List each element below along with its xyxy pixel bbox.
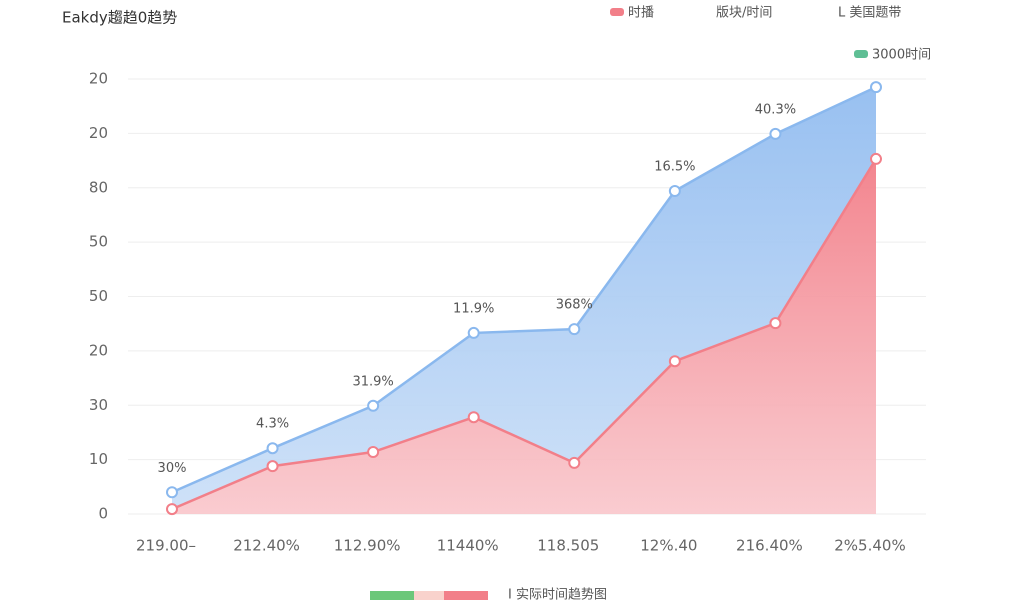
legend-label: 时播 bbox=[628, 6, 654, 21]
point bbox=[166, 486, 178, 499]
legend-swatch bbox=[370, 591, 414, 600]
annotation: 4.3% bbox=[256, 417, 289, 432]
x-tick-label: 219.00– bbox=[136, 537, 196, 555]
area bbox=[172, 87, 876, 510]
annotation: 11.9% bbox=[453, 301, 494, 316]
annotation: 16.5% bbox=[654, 160, 695, 175]
point bbox=[668, 185, 681, 198]
point bbox=[870, 152, 882, 165]
annotation: 31.9% bbox=[352, 374, 393, 389]
header-text: 版块/时间 bbox=[716, 6, 772, 21]
chart-title: Eakdy趨趋0趋势 bbox=[62, 9, 177, 27]
legend-label: I 实际时间趋势图 bbox=[508, 587, 607, 600]
point bbox=[870, 81, 882, 94]
y-tick-label: 20 bbox=[89, 341, 108, 359]
line bbox=[171, 86, 877, 494]
point bbox=[769, 127, 782, 140]
header-text: L 美国题带 bbox=[838, 6, 901, 21]
x-tick-label: 216.40% bbox=[736, 537, 803, 555]
annotation: 30% bbox=[158, 461, 187, 476]
annotation: 40.3% bbox=[755, 102, 796, 117]
annotation: 368% bbox=[556, 298, 593, 313]
x-tick-label: 212.40% bbox=[233, 537, 300, 555]
y-tick-label: 50 bbox=[89, 233, 108, 251]
point bbox=[467, 326, 480, 339]
x-tick-label: 11440% bbox=[437, 537, 499, 555]
y-tick-label: 80 bbox=[89, 178, 108, 196]
x-tick-label: 12%.40 bbox=[640, 537, 697, 555]
point bbox=[166, 503, 178, 516]
point bbox=[367, 399, 380, 412]
point bbox=[467, 411, 480, 424]
line bbox=[171, 158, 878, 511]
y-tick-label: 10 bbox=[89, 450, 108, 468]
area bbox=[172, 158, 876, 514]
legend-label: 3000时间 bbox=[872, 48, 931, 63]
point bbox=[266, 460, 279, 473]
y-tick-label: 30 bbox=[89, 396, 108, 414]
y-tick-label: 20 bbox=[89, 124, 108, 142]
x-tick-label: 2%5.40% bbox=[834, 537, 905, 555]
point bbox=[367, 446, 380, 459]
point bbox=[769, 317, 782, 330]
y-tick-label: 50 bbox=[89, 287, 108, 305]
point bbox=[568, 323, 581, 336]
x-tick-label: 118.505 bbox=[537, 537, 599, 555]
legend-swatch bbox=[444, 591, 488, 600]
point bbox=[668, 355, 681, 368]
legend-swatch bbox=[610, 8, 624, 16]
legend-swatch bbox=[414, 591, 444, 600]
y-tick-label: 0 bbox=[98, 505, 108, 523]
point bbox=[266, 442, 279, 455]
x-tick-label: 112.90% bbox=[334, 537, 401, 555]
y-tick-label: 20 bbox=[89, 70, 108, 88]
legend-swatch bbox=[854, 50, 868, 58]
point bbox=[568, 456, 581, 469]
